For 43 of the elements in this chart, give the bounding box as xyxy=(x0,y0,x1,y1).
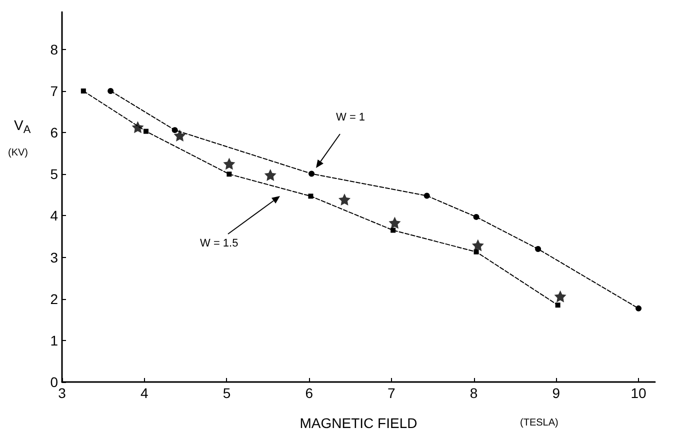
y-tick-label: 6 xyxy=(50,124,58,141)
y-tick-label: 5 xyxy=(50,166,58,182)
x-axis-title: MAGNETIC FIELD xyxy=(300,415,418,431)
point xyxy=(108,88,114,94)
point xyxy=(473,214,480,220)
x-tick-label: 7 xyxy=(388,385,396,401)
x-tick-label: 4 xyxy=(140,385,148,401)
point xyxy=(474,249,479,254)
point xyxy=(388,216,401,229)
annotation: W = 1.5 xyxy=(200,238,238,250)
annotation: W = 1 xyxy=(336,112,366,124)
x-tick-label: 9 xyxy=(552,385,560,401)
point xyxy=(144,128,149,134)
point xyxy=(472,239,484,252)
text: (KV) xyxy=(8,148,28,158)
y-tick-label: 0 xyxy=(50,374,58,390)
text: (TESLA) xyxy=(520,418,558,428)
x-tick-label: 5 xyxy=(222,385,231,401)
x-tick-label: 8 xyxy=(470,385,478,401)
point xyxy=(338,193,350,206)
point xyxy=(308,170,315,177)
point xyxy=(424,192,430,199)
point xyxy=(308,194,314,199)
point xyxy=(223,158,236,170)
x-tick-label: 10 xyxy=(630,385,647,401)
y-tick-label: 3 xyxy=(50,249,58,266)
y-tick-label: 2 xyxy=(50,290,58,307)
point xyxy=(555,302,560,308)
y-tick-label: 8 xyxy=(50,41,58,58)
point xyxy=(226,172,232,177)
point xyxy=(172,127,178,134)
y-tick-label: 4 xyxy=(50,208,58,224)
point xyxy=(636,305,642,312)
point xyxy=(390,228,396,233)
point xyxy=(264,168,276,181)
point xyxy=(535,246,542,252)
x-tick-label: 6 xyxy=(305,385,314,401)
point xyxy=(554,290,566,302)
y-tick-label: 7 xyxy=(50,82,58,99)
y-tick-label: 1 xyxy=(50,332,58,348)
point xyxy=(80,88,86,94)
point xyxy=(174,129,186,142)
point xyxy=(132,121,144,134)
